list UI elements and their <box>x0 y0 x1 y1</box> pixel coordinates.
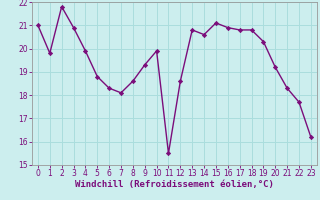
X-axis label: Windchill (Refroidissement éolien,°C): Windchill (Refroidissement éolien,°C) <box>75 180 274 189</box>
